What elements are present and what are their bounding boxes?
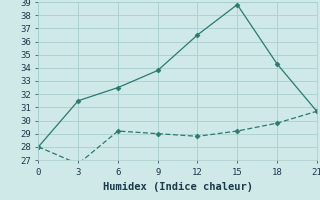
X-axis label: Humidex (Indice chaleur): Humidex (Indice chaleur) [103, 182, 252, 192]
